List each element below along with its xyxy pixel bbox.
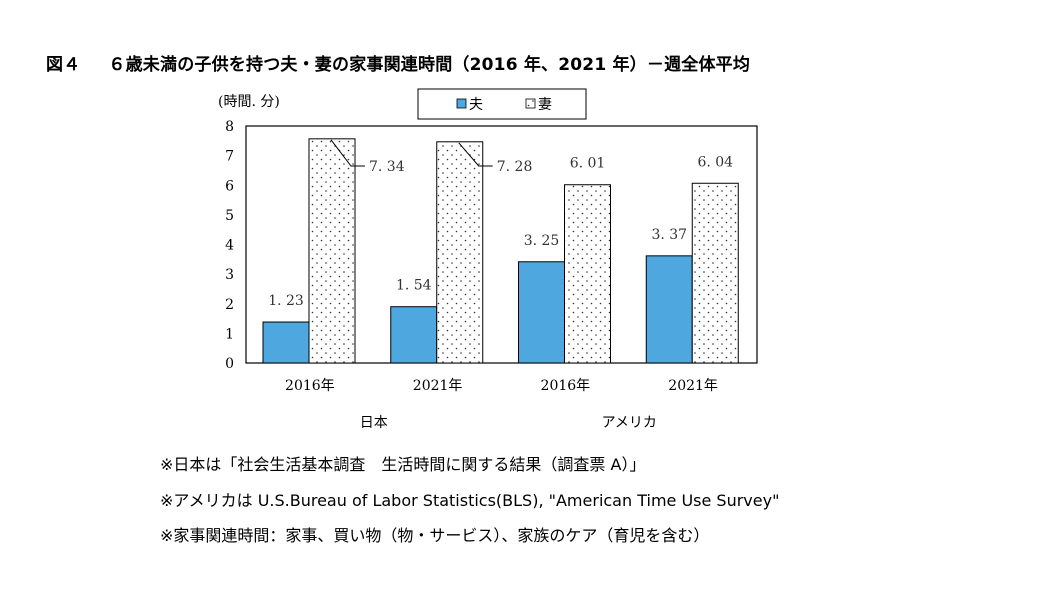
data-label-husband: 1. 54 — [396, 278, 432, 294]
bar-wife — [436, 141, 484, 364]
data-label-wife: 6. 01 — [570, 156, 606, 172]
figure-title: 図４ ６歳未満の子供を持つ夫・妻の家事関連時間（2016 年、2021 年）－週全… — [46, 50, 750, 75]
bar-wife — [564, 184, 611, 364]
bar-wife — [691, 182, 739, 364]
definition-note: ※家事関連時間：家事、買い物（物・サービス）、家族のケア（育児を含む） — [160, 526, 710, 545]
bar-husband — [645, 255, 693, 364]
x-group-label: 日本 — [360, 415, 388, 431]
y-tick-label: 5 — [225, 208, 234, 224]
bar-husband — [262, 321, 310, 364]
leader-line-wife — [330, 139, 365, 167]
y-tick-label: 7 — [225, 149, 234, 165]
plot-frame — [245, 125, 758, 364]
legend-label-husband: 夫 — [469, 97, 483, 113]
source-note-usa: ※アメリカは U.S.Bureau of Labor Statistics(BL… — [160, 491, 780, 510]
legend-box — [417, 88, 587, 120]
x-group-label: アメリカ — [602, 415, 657, 431]
x-tick-label: 2016年 — [541, 378, 591, 394]
y-tick-label: 8 — [225, 119, 234, 135]
data-label-wife: 7. 34 — [369, 159, 405, 175]
data-label-husband: 3. 37 — [651, 227, 687, 243]
bar-wife — [308, 138, 356, 364]
legend-swatch-wife — [525, 98, 536, 109]
y-tick-label: 6 — [225, 178, 234, 194]
x-tick-label: 2016年 — [285, 378, 335, 394]
data-label-husband: 1. 23 — [268, 293, 304, 309]
legend-label-wife: 妻 — [538, 97, 552, 113]
data-label-wife: 6. 04 — [697, 154, 733, 170]
figure-title-text: ６歳未満の子供を持つ夫・妻の家事関連時間（2016 年、2021 年）－週全体平… — [108, 55, 751, 75]
legend-swatch-husband — [456, 98, 467, 109]
y-tick-label: 0 — [225, 356, 234, 372]
y-axis-label: (時間. 分) — [218, 94, 280, 110]
figure-label: 図４ — [46, 55, 81, 75]
x-tick-label: 2021年 — [668, 378, 718, 394]
bar-husband — [518, 261, 565, 364]
source-note-japan: ※日本は「社会生活基本調査 生活時間に関する結果（調査票 A）」 — [160, 455, 646, 474]
y-tick-label: 3 — [225, 267, 234, 283]
y-tick-label: 1 — [225, 326, 234, 342]
bar-husband — [390, 306, 438, 364]
data-label-wife: 7. 28 — [497, 159, 533, 175]
y-tick-label: 4 — [225, 238, 234, 254]
x-tick-label: 2021年 — [413, 378, 463, 394]
leader-line-wife — [458, 142, 493, 167]
y-tick-label: 2 — [225, 297, 234, 313]
data-label-husband: 3. 25 — [524, 233, 560, 249]
